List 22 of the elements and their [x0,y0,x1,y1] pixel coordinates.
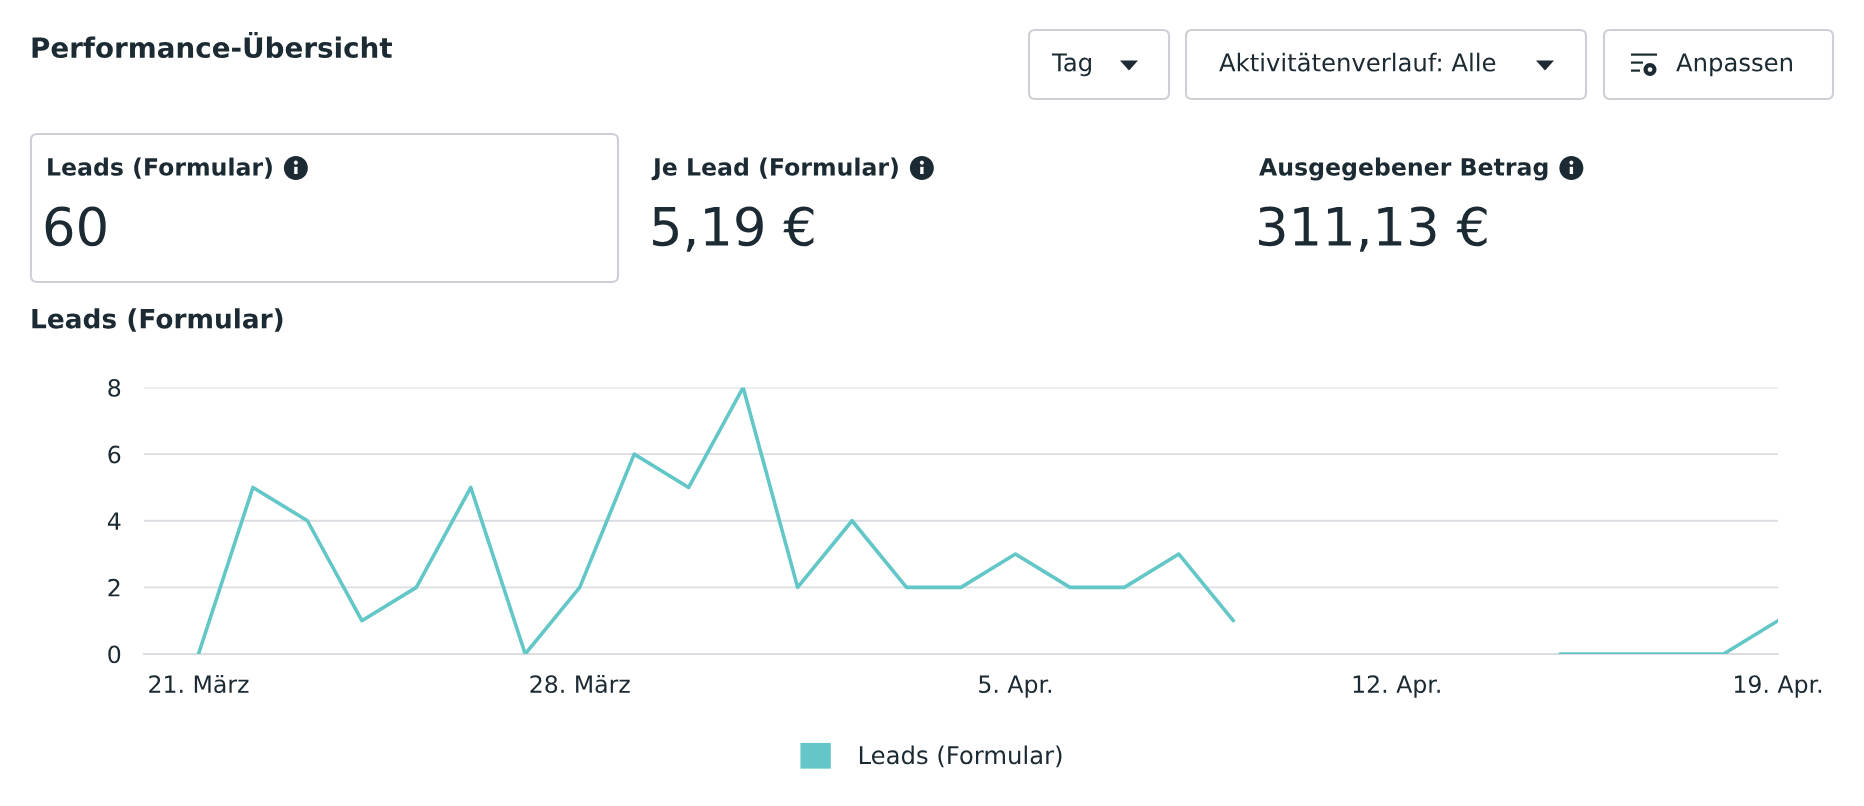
text: 311,13 € [1259,206,1487,252]
y-tick-label: 8 [108,378,121,397]
y-tick-label: 4 [107,512,121,530]
text: Anpassen [1676,53,1792,77]
text: 60 [45,206,106,247]
text: Tag [1051,53,1091,77]
chart-title: Leads (Formular) [32,308,283,332]
y-tick-label: 0 [108,645,121,664]
x-tick-label: 21. März [149,674,249,694]
legend-label: Leads (Formular) [859,745,1062,768]
x-tick-label: 5. Apr. [979,675,1052,698]
text: Performance-Übersicht [32,31,392,59]
text: 5,19 € [653,206,814,252]
text: Ausgegebener Betrag [1259,157,1548,181]
text: Leads (Formular) [48,157,272,179]
x-tick-label: 12. Apr. [1353,675,1440,698]
text: Je Lead (Formular) [651,157,898,181]
x-tick-label: 28. März [530,674,630,694]
text: Aktivitätenverlauf: Alle [1219,52,1496,72]
y-tick-label: 2 [108,578,120,597]
x-tick-label: 19. Apr. [1734,675,1822,698]
y-tick-label: 6 [108,445,121,464]
